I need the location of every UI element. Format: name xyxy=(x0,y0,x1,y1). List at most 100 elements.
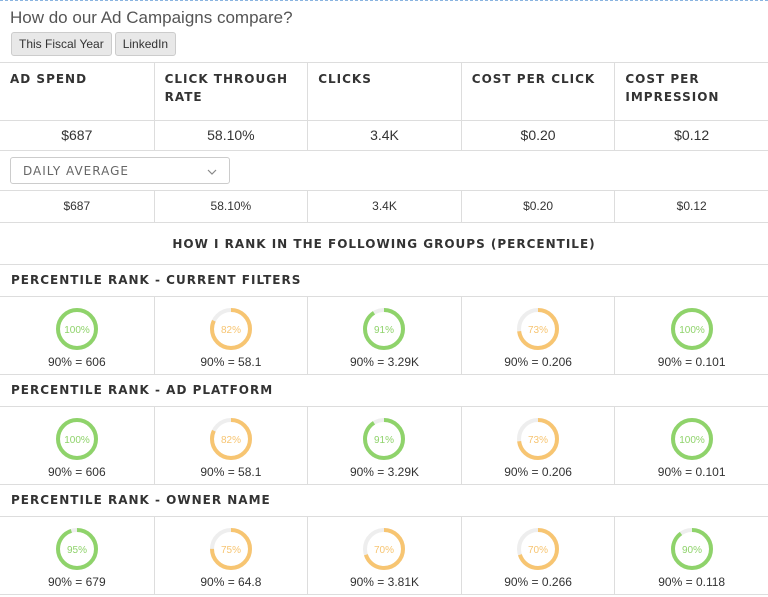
ring-arc xyxy=(670,418,713,460)
group-label-row: PERCENTILE RANK - AD PLATFORM xyxy=(0,374,768,406)
chevron-path xyxy=(207,169,217,175)
total-value: $0.20 xyxy=(460,121,615,150)
benchmark: 90% = 0.118 xyxy=(658,575,726,589)
ring: 73% xyxy=(517,308,560,350)
ring-arc xyxy=(670,528,713,570)
ring-cell: 70% 90% = 3.81K xyxy=(307,517,461,594)
ring-label: 95% xyxy=(67,545,87,556)
table: AD SPEND CLICK THROUGH RATE CLICKS COST PER… xyxy=(0,62,768,595)
benchmark: 90% = 606 xyxy=(47,355,106,369)
ring-cell: 100% 90% = 0.101 xyxy=(614,407,768,484)
column-header: COST PER IMPRESSION xyxy=(614,63,768,120)
group-label-row: PERCENTILE RANK - CURRENT FILTERS xyxy=(0,264,768,296)
benchmark: 90% = 64.8 xyxy=(200,575,262,589)
benchmark: 90% = 58.1 xyxy=(200,355,262,369)
ring-cell: 73% 90% = 0.206 xyxy=(460,297,615,374)
ring-label: 100% xyxy=(64,435,90,446)
ring-label: 100% xyxy=(64,325,90,336)
filter-button[interactable]: This Fiscal Year xyxy=(11,32,112,56)
ring: 100% xyxy=(55,418,98,460)
chevron xyxy=(207,169,217,175)
ring-arc xyxy=(55,418,98,460)
ring-arc xyxy=(517,528,560,570)
group-name: PERCENTILE RANK - CURRENT FILTERS xyxy=(11,273,302,287)
benchmark: 90% = 3.29K xyxy=(349,355,420,369)
benchmark: 90% = 3.81K xyxy=(349,575,420,589)
ring-label: 73% xyxy=(528,435,548,446)
ring-arc xyxy=(363,418,406,460)
benchmark: 90% = 0.266 xyxy=(504,575,572,589)
ring-label: 91% xyxy=(374,435,394,446)
ring-label: 70% xyxy=(528,545,548,556)
ring: 82% xyxy=(209,308,252,350)
ring-arc xyxy=(55,308,98,350)
ring: 82% xyxy=(209,418,252,460)
ring-arc xyxy=(209,418,252,460)
ring-row: 100% 90% = 606 82% 90% = 58.1 91% 90% = 3.29K… xyxy=(0,406,768,484)
total-value: $687 xyxy=(61,127,93,143)
ring-label: 100% xyxy=(679,325,705,336)
benchmark: 90% = 0.206 xyxy=(504,355,572,369)
ring-cell: 91% 90% = 3.29K xyxy=(307,407,461,484)
benchmark: 90% = 679 xyxy=(47,575,106,589)
ring: 95% xyxy=(55,528,98,570)
ring-cell: 100% 90% = 606 xyxy=(0,407,154,484)
ring-label: 100% xyxy=(679,435,705,446)
ring-cell: 75% 90% = 64.8 xyxy=(153,517,308,594)
dropdown[interactable]: DAILY AVERAGE xyxy=(10,157,230,184)
ring: 100% xyxy=(670,418,713,460)
benchmark: 90% = 58.1 xyxy=(200,465,262,479)
ring-arc xyxy=(517,308,560,350)
ring-row: 100% 90% = 606 82% 90% = 58.1 91% 90% = 3.29K… xyxy=(0,296,768,374)
daily-value: 58.10% xyxy=(153,191,308,222)
ring-arc xyxy=(363,528,406,570)
filter-button[interactable]: LinkedIn xyxy=(114,32,177,56)
ring-cell: 100% 90% = 0.101 xyxy=(614,297,768,374)
column-header: CLICKS xyxy=(307,63,461,120)
total-value: 3.4K xyxy=(307,121,461,150)
ring-cell: 100% 90% = 606 xyxy=(0,297,154,374)
ring-label: 91% xyxy=(374,325,394,336)
group-name: PERCENTILE RANK - OWNER NAME xyxy=(11,493,271,507)
ring-label: 75% xyxy=(221,545,241,556)
ring-arc xyxy=(55,528,98,570)
ring-label: 90% xyxy=(682,545,702,556)
ring-cell: 95% 90% = 679 xyxy=(0,517,154,594)
totals-row: $687 58.10% 3.4K $0.20 $0.12 xyxy=(0,120,768,150)
ring: 91% xyxy=(363,418,406,460)
daily-value: $0.20 xyxy=(460,191,615,222)
total-value: $0.12 xyxy=(614,121,768,150)
daily-value: $0.12 xyxy=(614,191,768,222)
dropdown-label: DAILY AVERAGE xyxy=(23,164,129,178)
column-header: AD SPEND xyxy=(10,72,88,86)
benchmark: 90% = 0.101 xyxy=(657,355,726,369)
ring-cell: 82% 90% = 58.1 xyxy=(153,297,308,374)
rank-heading: HOW I RANK IN THE FOLLOWING GROUPS (PERC… xyxy=(172,237,596,251)
filters: This Fiscal Year LinkedIn xyxy=(0,32,768,62)
daily-value: 3.4K xyxy=(307,191,461,222)
ring-label: 82% xyxy=(221,435,241,446)
rank-heading-row: HOW I RANK IN THE FOLLOWING GROUPS (PERC… xyxy=(0,222,768,264)
ring: 100% xyxy=(670,308,713,350)
ring-arc xyxy=(363,308,406,350)
ring: 75% xyxy=(209,528,252,570)
header-row: AD SPEND CLICK THROUGH RATE CLICKS COST PER… xyxy=(0,62,768,120)
group-label-row: PERCENTILE RANK - OWNER NAME xyxy=(0,484,768,516)
ring: 90% xyxy=(670,528,713,570)
column-header: COST PER CLICK xyxy=(460,63,615,120)
ring-arc xyxy=(517,418,560,460)
ring-cell: 91% 90% = 3.29K xyxy=(307,297,461,374)
daily-row: $687 58.10% 3.4K $0.20 $0.12 xyxy=(0,190,768,222)
ring: 73% xyxy=(517,418,560,460)
title: How do our Ad Campaigns compare? xyxy=(10,8,293,27)
ring-arc xyxy=(209,528,252,570)
benchmark: 90% = 0.101 xyxy=(657,465,726,479)
column-header: CLICK THROUGH RATE xyxy=(153,63,308,120)
ring-arc xyxy=(209,308,252,350)
group-name: PERCENTILE RANK - AD PLATFORM xyxy=(11,383,274,397)
ring: 70% xyxy=(363,528,406,570)
total-value: 58.10% xyxy=(153,121,308,150)
ring-arc xyxy=(670,308,713,350)
ring: 91% xyxy=(363,308,406,350)
